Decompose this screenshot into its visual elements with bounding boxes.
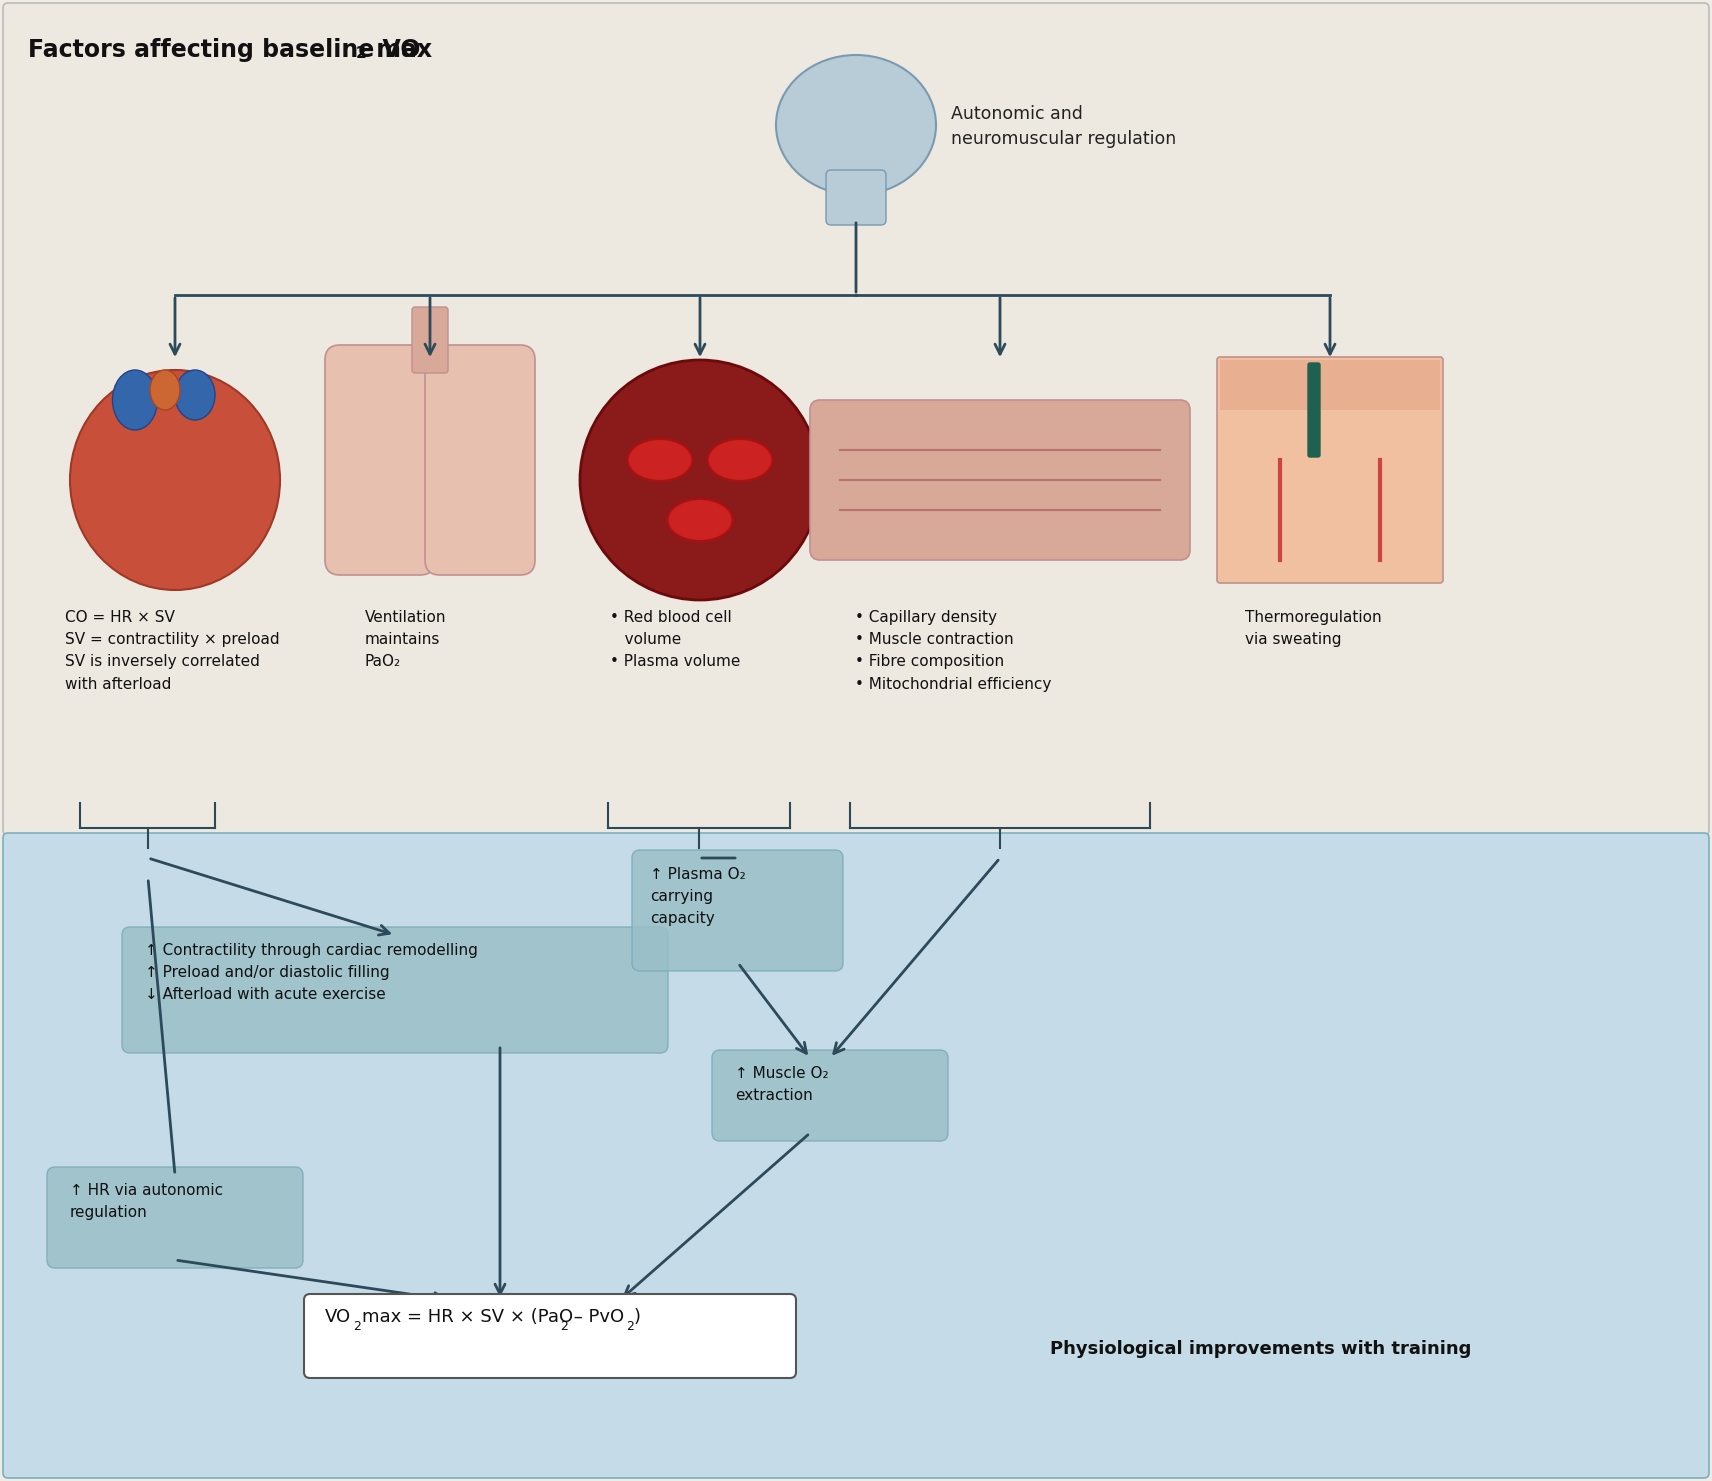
FancyBboxPatch shape	[325, 345, 435, 575]
Text: ↑ HR via autonomic
regulation: ↑ HR via autonomic regulation	[70, 1183, 223, 1220]
Text: CO = HR × SV
SV = contractility × preload
SV is inversely correlated
with afterl: CO = HR × SV SV = contractility × preloa…	[65, 610, 279, 692]
Text: – PvO: – PvO	[568, 1308, 625, 1325]
Ellipse shape	[668, 499, 733, 541]
Text: Physiological improvements with training: Physiological improvements with training	[1049, 1340, 1471, 1358]
FancyBboxPatch shape	[413, 307, 449, 373]
Text: Autonomic and
neuromuscular regulation: Autonomic and neuromuscular regulation	[950, 105, 1176, 148]
Text: max: max	[368, 39, 431, 62]
Ellipse shape	[628, 438, 692, 481]
FancyBboxPatch shape	[425, 345, 534, 575]
Circle shape	[580, 360, 820, 600]
FancyBboxPatch shape	[632, 850, 842, 972]
Ellipse shape	[776, 55, 936, 195]
Text: ↑ Contractility through cardiac remodelling
↑ Preload and/or diastolic filling
↓: ↑ Contractility through cardiac remodell…	[146, 943, 478, 1003]
Text: 2: 2	[353, 1320, 361, 1333]
FancyBboxPatch shape	[305, 1294, 796, 1377]
FancyBboxPatch shape	[810, 400, 1190, 560]
FancyBboxPatch shape	[1221, 360, 1440, 410]
Text: Thermoregulation
via sweating: Thermoregulation via sweating	[1245, 610, 1382, 647]
Text: VO: VO	[325, 1308, 351, 1325]
Text: 2: 2	[356, 46, 366, 61]
FancyBboxPatch shape	[825, 170, 887, 225]
Text: ↑ Muscle O₂
extraction: ↑ Muscle O₂ extraction	[734, 1066, 829, 1103]
Ellipse shape	[707, 438, 772, 481]
FancyBboxPatch shape	[122, 927, 668, 1053]
Text: 2: 2	[560, 1320, 568, 1333]
Text: Factors affecting baseline VO: Factors affecting baseline VO	[27, 39, 421, 62]
Text: ↑ Plasma O₂
carrying
capacity: ↑ Plasma O₂ carrying capacity	[651, 866, 746, 927]
FancyBboxPatch shape	[3, 3, 1709, 835]
Text: • Capillary density
• Muscle contraction
• Fibre composition
• Mitochondrial eff: • Capillary density • Muscle contraction…	[854, 610, 1051, 692]
FancyBboxPatch shape	[3, 832, 1709, 1478]
Text: Ventilation
maintains
PaO₂: Ventilation maintains PaO₂	[365, 610, 447, 669]
Ellipse shape	[113, 370, 158, 429]
Text: 2: 2	[627, 1320, 633, 1333]
FancyBboxPatch shape	[46, 1167, 303, 1268]
FancyBboxPatch shape	[1217, 357, 1443, 584]
Text: • Red blood cell
   volume
• Plasma volume: • Red blood cell volume • Plasma volume	[609, 610, 740, 669]
FancyBboxPatch shape	[712, 1050, 948, 1140]
Text: max = HR × SV × (PaO: max = HR × SV × (PaO	[361, 1308, 574, 1325]
Ellipse shape	[151, 370, 180, 410]
Text: ): )	[633, 1308, 640, 1325]
FancyBboxPatch shape	[1308, 363, 1320, 458]
Ellipse shape	[175, 370, 216, 421]
Ellipse shape	[70, 370, 281, 589]
